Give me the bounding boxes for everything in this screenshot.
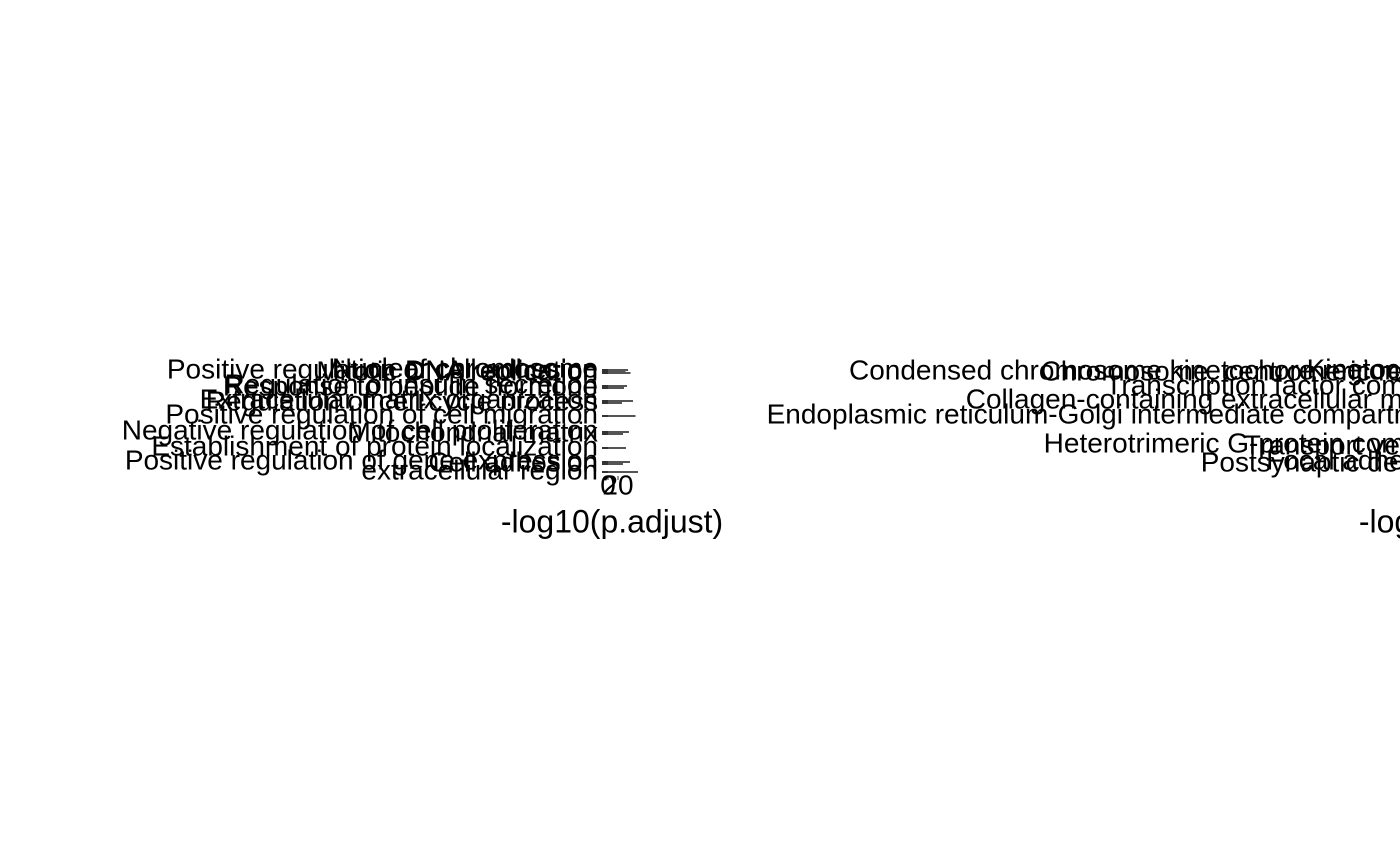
bar: [608, 461, 630, 463]
bar: [608, 447, 626, 449]
y-tick-label: Positive regulation of gene expression: [125, 444, 598, 475]
y-tick-label: Cell adhesion: [428, 446, 598, 477]
x-axis-title: -log10(p.adjust): [1359, 503, 1400, 539]
bar: [608, 463, 623, 465]
y-tick-label: Regulation of insulin secretion: [224, 368, 598, 399]
y-tick-label: Response to peptide hormone: [223, 370, 598, 401]
y-tick-label: Positive regulation of cell migration: [165, 398, 598, 429]
y-tick-label: Establishment of protein localization: [151, 430, 598, 461]
y-tick-label: DNA replication: [405, 354, 598, 385]
y-tick-label: Negative regulation of cell proliferatio…: [122, 414, 598, 445]
y-tick-label: Postsynaptic density: [1201, 446, 1400, 477]
y-tick-label: extracellular region: [361, 454, 598, 485]
bar: [608, 433, 623, 435]
y-tick-label: Kinetochore: [1307, 353, 1400, 384]
y-tick-label: Collagen-containing extracellular matrix: [966, 383, 1400, 414]
bar: [608, 370, 623, 372]
bar: [608, 372, 631, 374]
y-tick-label: Extracellular matrix organization: [200, 383, 598, 414]
x-tick-label: 0: [600, 469, 616, 500]
y-tick-label: Mitotic DNA replication: [316, 355, 598, 386]
x-tick-label: 20: [602, 469, 633, 500]
y-tick-label: Endoplasmic reticulum-Golgi intermediate…: [767, 398, 1400, 429]
y-tick-label: Transcription factor complex: [1105, 369, 1400, 400]
y-tick-label: Mitochondrial matrix: [347, 416, 598, 447]
y-tick-label: Condensed chromosome kinetochore region …: [849, 354, 1400, 385]
y-tick-label: Regulation of cell cycle process: [206, 385, 598, 416]
y-tick-label: Heterotrimeric G-protein complex: [1044, 427, 1400, 458]
bar: [608, 402, 622, 404]
bar: [608, 387, 624, 389]
bar: [608, 400, 633, 402]
y-tick-label: Nuclear chromosome: [332, 352, 598, 383]
y-tick-label: Chromosome, centromeric region: [1041, 355, 1400, 386]
bar: [608, 385, 627, 387]
y-tick-label: Transport vesicle: [1244, 429, 1400, 460]
bar: [608, 431, 629, 433]
bar: [608, 471, 638, 473]
y-tick-label: Positive regulation of cell adhesion: [167, 353, 598, 384]
y-tick-label: Focal adhesion: [1266, 444, 1400, 475]
x-axis-title: -log10(p.adjust): [501, 503, 723, 539]
bar: [608, 415, 636, 417]
